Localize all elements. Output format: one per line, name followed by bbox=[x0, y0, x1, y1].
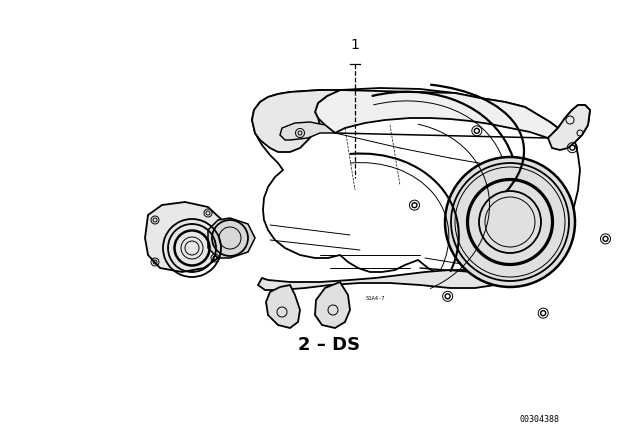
Polygon shape bbox=[145, 202, 225, 272]
Polygon shape bbox=[252, 88, 590, 285]
Polygon shape bbox=[548, 105, 590, 150]
Polygon shape bbox=[208, 218, 255, 258]
Text: 00304388: 00304388 bbox=[520, 414, 560, 423]
Text: 1: 1 bbox=[351, 38, 360, 52]
Polygon shape bbox=[315, 282, 350, 328]
Circle shape bbox=[445, 157, 575, 287]
Polygon shape bbox=[252, 90, 340, 152]
Polygon shape bbox=[280, 122, 335, 140]
Text: S1A4-7: S1A4-7 bbox=[365, 296, 385, 301]
Polygon shape bbox=[266, 285, 300, 328]
Polygon shape bbox=[315, 90, 558, 138]
Text: 2 – DS: 2 – DS bbox=[298, 336, 360, 354]
Polygon shape bbox=[258, 270, 500, 290]
